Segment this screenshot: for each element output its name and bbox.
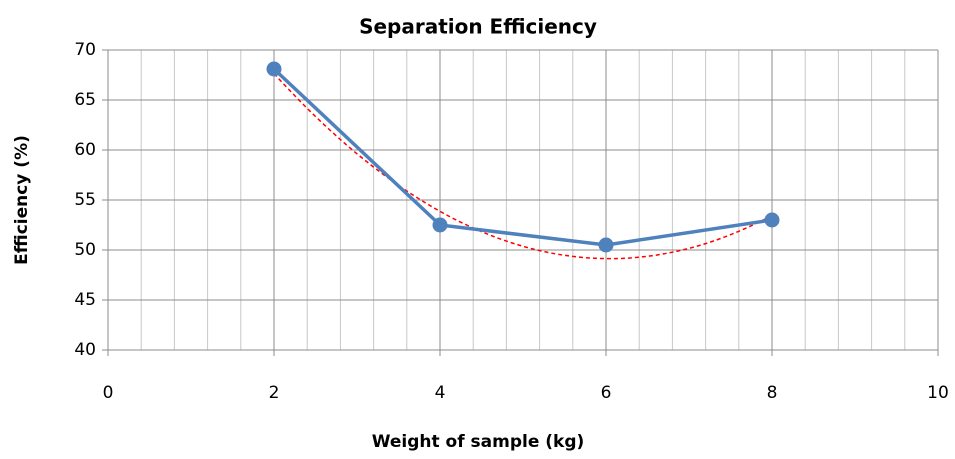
marker	[598, 237, 614, 253]
y-tick-label: 70	[74, 40, 96, 60]
x-tick-label: 0	[103, 383, 114, 403]
y-tick-label: 60	[74, 140, 96, 160]
y-tick-label: 65	[74, 90, 96, 110]
x-tick-label: 6	[601, 383, 612, 403]
marker	[266, 61, 282, 77]
marker	[764, 212, 780, 228]
chart-title: Separation Efficiency	[359, 15, 597, 39]
series-line	[272, 67, 773, 247]
x-axis-title: Weight of sample (kg)	[372, 432, 585, 452]
marker	[432, 217, 448, 233]
x-tick-label: 10	[927, 383, 949, 403]
y-tick-label: 50	[74, 240, 96, 260]
y-tick-label: 45	[74, 290, 96, 310]
x-tick-label: 4	[435, 383, 446, 403]
y-tick-label: 55	[74, 190, 96, 210]
x-tick-label: 8	[767, 383, 778, 403]
y-axis-title: Efficiency (%)	[12, 135, 32, 265]
x-tick-label: 2	[269, 383, 280, 403]
trendline	[273, 73, 773, 260]
y-tick-label: 40	[74, 340, 96, 360]
